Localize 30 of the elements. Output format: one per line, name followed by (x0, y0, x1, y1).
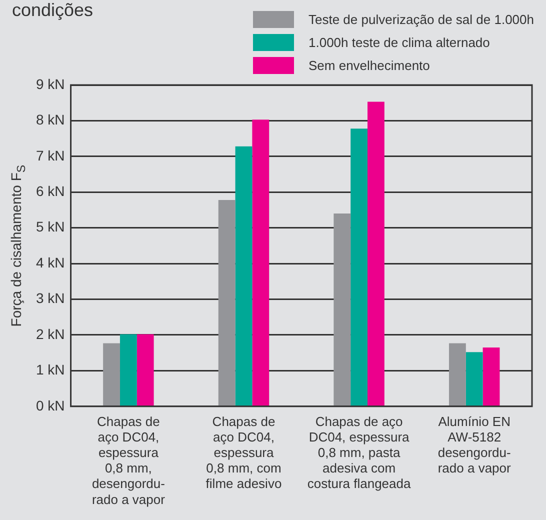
y-tick-label: 6 kN (36, 182, 65, 199)
y-tick-label: 1 kN (36, 362, 65, 378)
bar (466, 352, 483, 406)
bar (252, 120, 270, 406)
y-tick-label: 5 kN (36, 218, 65, 235)
bar (136, 334, 154, 406)
bar (218, 200, 236, 406)
y-tick-label: 9 kN (36, 76, 65, 92)
legend-label: Teste de pulverização de sal de 1.000h (308, 12, 534, 27)
bar (103, 343, 120, 406)
y-tick-label: 7 kN (36, 147, 65, 164)
bar (448, 343, 466, 406)
x-tick-label: Alumínio EN AW-5182 desengordu- rado a vapor (438, 414, 512, 476)
legend-label: 1.000h teste de clima alternado (308, 35, 490, 50)
bar (120, 334, 137, 406)
y-tick-label: 0 kN (36, 397, 65, 414)
bar (235, 146, 252, 406)
x-tick-label: Chapas de aço DC04, espessura 0,8 mm, desengordu- rado a vapor (92, 414, 166, 507)
y-tick-label: 8 kN (36, 112, 65, 128)
x-tick-label: Chapas de aço DC04, espessura 0,8 mm, com filme adesivo (206, 414, 282, 492)
bar (334, 214, 351, 406)
bar (368, 102, 384, 406)
chart-title: condições (12, 0, 94, 21)
bar (350, 128, 368, 406)
legend-label: Sem envelhecimento (308, 58, 430, 73)
y-tick-label: 2 kN (36, 326, 65, 342)
x-tick-label: Chapas de aço DC04, espessura 0,8 mm, pasta adesiva com costura flangeada (307, 414, 412, 492)
bar (482, 347, 500, 406)
y-tick-label: 3 kN (36, 290, 65, 306)
y-tick-label: 4 kN (36, 254, 65, 270)
